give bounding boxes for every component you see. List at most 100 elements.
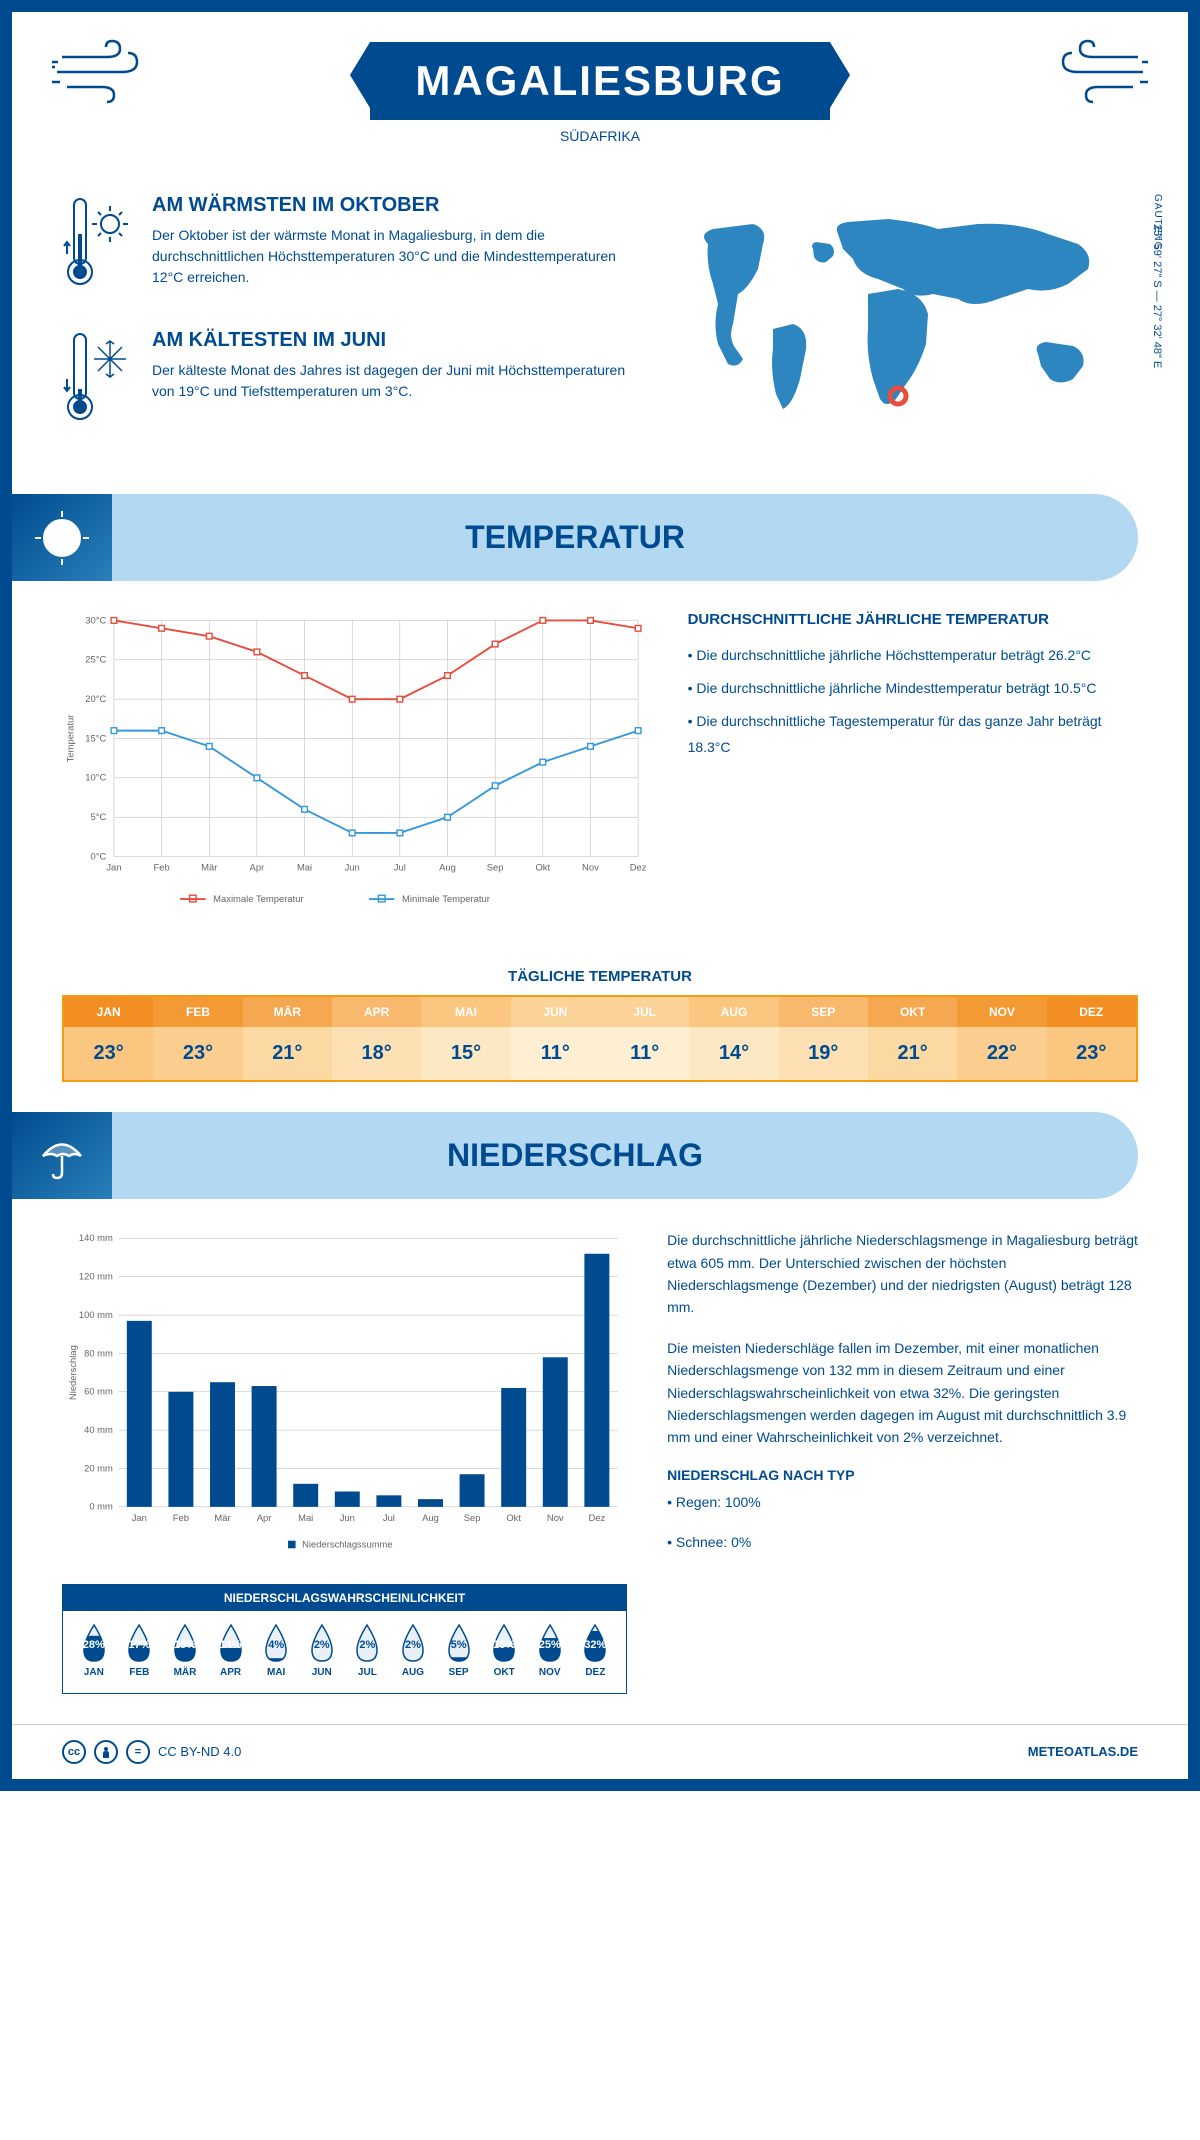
svg-text:40 mm: 40 mm: [84, 1424, 113, 1435]
svg-text:Jan: Jan: [106, 863, 121, 874]
temp-table-cell: MÄR21°: [243, 997, 332, 1080]
temp-table-cell: SEP19°: [779, 997, 868, 1080]
svg-text:120 mm: 120 mm: [79, 1271, 113, 1282]
temp-table-cell: JAN23°: [64, 997, 153, 1080]
precip-type-title: NIEDERSCHLAG NACH TYP: [667, 1467, 1138, 1483]
svg-text:Feb: Feb: [153, 863, 169, 874]
svg-text:25°C: 25°C: [85, 655, 106, 666]
temp-section-header: TEMPERATUR: [12, 494, 1138, 581]
temp-table-cell: FEB23°: [153, 997, 242, 1080]
nd-icon: =: [126, 1740, 150, 1764]
temp-info-line: • Die durchschnittliche Tagestemperatur …: [688, 709, 1138, 759]
prob-cell: 2%JUL: [347, 1623, 389, 1678]
coldest-title: AM KÄLTESTEN IM JUNI: [152, 329, 628, 352]
daily-temp-table: JAN23°FEB23°MÄR21°APR18°MAI15°JUN11°JUL1…: [62, 995, 1138, 1082]
prob-cell: 2%JUN: [301, 1623, 343, 1678]
country-subtitle: SÜDAFRIKA: [52, 128, 1148, 144]
prob-cell: 17%FEB: [119, 1623, 161, 1678]
precip-probability-box: NIEDERSCHLAGSWAHRSCHEINLICHKEIT 28%JAN 1…: [62, 1584, 627, 1694]
precip-section-header: NIEDERSCHLAG: [12, 1112, 1138, 1199]
temp-title: TEMPERATUR: [465, 519, 685, 556]
precip-text-1: Die durchschnittliche jährliche Niedersc…: [667, 1229, 1138, 1319]
svg-text:140 mm: 140 mm: [79, 1232, 113, 1243]
wind-icon: [52, 37, 152, 112]
svg-text:20°C: 20°C: [85, 694, 106, 705]
coldest-block: AM KÄLTESTEN IM JUNI Der kälteste Monat …: [62, 329, 628, 434]
temp-table-cell: DEZ23°: [1047, 997, 1136, 1080]
precip-type-line: • Schnee: 0%: [667, 1531, 1138, 1553]
svg-text:Jul: Jul: [383, 1512, 395, 1523]
prob-cell: 15%OKT: [483, 1623, 525, 1678]
warmest-text: Der Oktober ist der wärmste Monat in Mag…: [152, 225, 628, 288]
header: MAGALIESBURG SÜDAFRIKA: [12, 12, 1188, 164]
precip-title: NIEDERSCHLAG: [447, 1137, 703, 1174]
prob-cell: 15%MÄR: [164, 1623, 206, 1678]
temp-table-cell: NOV22°: [957, 997, 1046, 1080]
svg-text:Aug: Aug: [439, 863, 456, 874]
svg-text:Mär: Mär: [201, 863, 217, 874]
temp-table-cell: JUL11°: [600, 997, 689, 1080]
svg-text:Apr: Apr: [250, 863, 265, 874]
prob-cell: 25%NOV: [529, 1623, 571, 1678]
svg-text:30°C: 30°C: [85, 615, 106, 626]
svg-text:Dez: Dez: [588, 1512, 605, 1523]
svg-text:20 mm: 20 mm: [84, 1463, 113, 1474]
daily-temp-title: TÄGLICHE TEMPERATUR: [12, 968, 1188, 985]
temp-info-line: • Die durchschnittliche jährliche Höchst…: [688, 643, 1138, 668]
svg-text:Mai: Mai: [298, 1512, 313, 1523]
temp-line-chart: 0°C 5°C 10°C 15°C 20°C 25°C 30°C Jan Feb Mär Apr Ma…: [62, 611, 648, 918]
site-name: METEOATLAS.DE: [1028, 1744, 1138, 1759]
svg-text:Jan: Jan: [132, 1512, 147, 1523]
prob-cell: 32%DEZ: [575, 1623, 617, 1678]
svg-text:0°C: 0°C: [91, 851, 107, 862]
svg-text:Sep: Sep: [464, 1512, 481, 1523]
svg-text:5°C: 5°C: [91, 812, 107, 823]
page-title: MAGALIESBURG: [415, 57, 784, 105]
prob-cell: 2%AUG: [392, 1623, 434, 1678]
license-text: CC BY-ND 4.0: [158, 1744, 241, 1759]
footer: cc = CC BY-ND 4.0 METEOATLAS.DE: [12, 1724, 1188, 1779]
svg-text:Minimale Temperatur: Minimale Temperatur: [402, 894, 490, 905]
thermometer-hot-icon: [62, 194, 132, 299]
temp-table-cell: JUN11°: [511, 997, 600, 1080]
svg-text:Maximale Temperatur: Maximale Temperatur: [213, 894, 304, 905]
temp-info-title: DURCHSCHNITTLICHE JÄHRLICHE TEMPERATUR: [688, 611, 1138, 628]
prob-cell: 5%SEP: [438, 1623, 480, 1678]
temp-info-line: • Die durchschnittliche jährliche Mindes…: [688, 676, 1138, 701]
by-icon: [94, 1740, 118, 1764]
svg-text:Temperatur: Temperatur: [65, 715, 76, 763]
svg-text:Feb: Feb: [173, 1512, 189, 1523]
svg-text:15°C: 15°C: [85, 733, 106, 744]
thermometer-cold-icon: [62, 329, 132, 434]
precip-text-2: Die meisten Niederschläge fallen im Deze…: [667, 1337, 1138, 1449]
umbrella-icon: [12, 1112, 112, 1199]
svg-text:Sep: Sep: [487, 863, 504, 874]
prob-cell: 28%JAN: [73, 1623, 115, 1678]
svg-text:100 mm: 100 mm: [79, 1309, 113, 1320]
warmest-title: AM WÄRMSTEN IM OKTOBER: [152, 194, 628, 217]
svg-text:10°C: 10°C: [85, 773, 106, 784]
precip-bar-chart: 0 mm20 mm40 mm60 mm80 mm100 mm120 mm140 …: [62, 1229, 627, 1564]
svg-text:Jul: Jul: [394, 863, 406, 874]
temp-table-cell: APR18°: [332, 997, 421, 1080]
svg-text:Dez: Dez: [630, 863, 647, 874]
world-map: GAUTENG 25° 59' 27" S — 27° 32' 48" E: [658, 194, 1138, 464]
svg-text:Apr: Apr: [257, 1512, 272, 1523]
title-banner: MAGALIESBURG: [370, 42, 829, 120]
temp-table-cell: OKT21°: [868, 997, 957, 1080]
svg-text:60 mm: 60 mm: [84, 1386, 113, 1397]
svg-text:Mai: Mai: [297, 863, 312, 874]
coldest-text: Der kälteste Monat des Jahres ist dagege…: [152, 360, 628, 402]
prob-cell: 4%MAI: [255, 1623, 297, 1678]
svg-text:Niederschlagssumme: Niederschlagssumme: [302, 1539, 392, 1550]
svg-text:Nov: Nov: [547, 1512, 564, 1523]
svg-text:Nov: Nov: [582, 863, 599, 874]
cc-icon: cc: [62, 1740, 86, 1764]
svg-text:Jun: Jun: [340, 1512, 355, 1523]
temp-table-cell: AUG14°: [689, 997, 778, 1080]
svg-text:Aug: Aug: [422, 1512, 439, 1523]
warmest-block: AM WÄRMSTEN IM OKTOBER Der Oktober ist d…: [62, 194, 628, 299]
wind-icon: [1048, 37, 1148, 112]
svg-text:0 mm: 0 mm: [89, 1501, 113, 1512]
prob-cell: 14%APR: [210, 1623, 252, 1678]
